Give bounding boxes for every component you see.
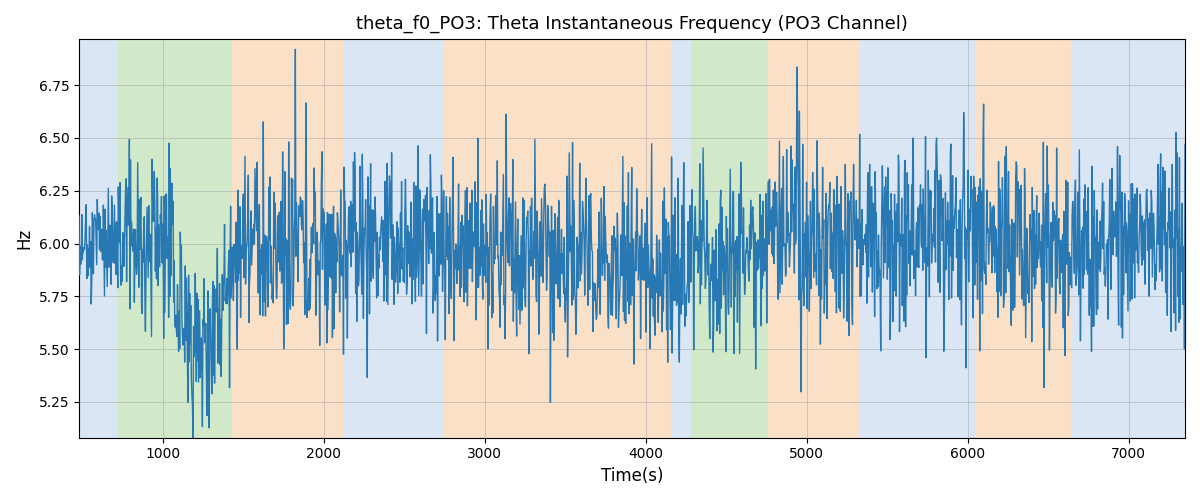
Bar xyxy=(768,38,860,438)
X-axis label: Time(s): Time(s) xyxy=(601,467,664,485)
Bar xyxy=(860,38,976,438)
Bar xyxy=(118,38,232,438)
Title: theta_f0_PO3: Theta Instantaneous Frequency (PO3 Channel): theta_f0_PO3: Theta Instantaneous Freque… xyxy=(356,15,908,34)
Bar xyxy=(79,38,118,438)
Y-axis label: Hz: Hz xyxy=(14,228,32,249)
Bar xyxy=(672,38,691,438)
Bar xyxy=(232,38,343,438)
Bar xyxy=(343,38,444,438)
Bar xyxy=(1070,38,1186,438)
Bar xyxy=(444,38,672,438)
Bar xyxy=(976,38,1070,438)
Bar xyxy=(691,38,768,438)
